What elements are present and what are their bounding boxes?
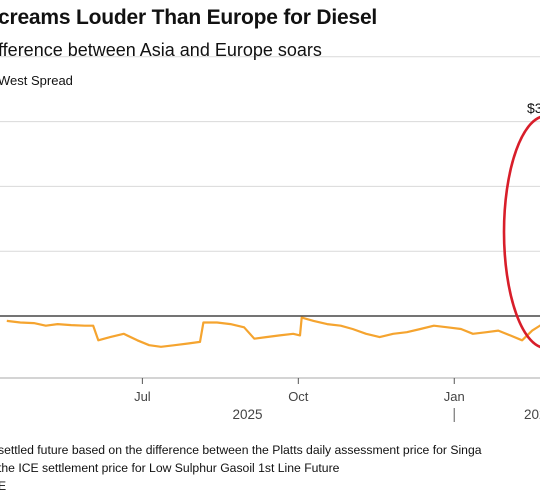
year-label: 2025 bbox=[232, 407, 262, 422]
series-line bbox=[6, 316, 540, 348]
footnote-line-1: settled future based on the difference b… bbox=[0, 443, 482, 457]
series-group bbox=[6, 316, 540, 348]
year-label: 2026 bbox=[524, 407, 540, 422]
source-line: E bbox=[0, 479, 7, 493]
annotation-label: $3 bbox=[527, 100, 540, 116]
x-tick-label: Jul bbox=[134, 389, 151, 404]
x-axis-ticks: Jul Oct Jan 2025 2026 bbox=[134, 378, 540, 422]
x-tick-label: Oct bbox=[288, 389, 309, 404]
gridlines bbox=[0, 56, 540, 252]
legend-label: West Spread bbox=[0, 73, 73, 88]
x-tick-label: Jan bbox=[444, 389, 465, 404]
highlight-ellipse bbox=[502, 115, 540, 349]
chart-title: creams Louder Than Europe for Diesel bbox=[0, 6, 378, 29]
chart-subtitle: fference between Asia and Europe soars bbox=[0, 40, 322, 60]
footnote-line-2: the ICE settlement price for Low Sulphur… bbox=[0, 461, 340, 475]
legend: West Spread bbox=[0, 73, 73, 88]
